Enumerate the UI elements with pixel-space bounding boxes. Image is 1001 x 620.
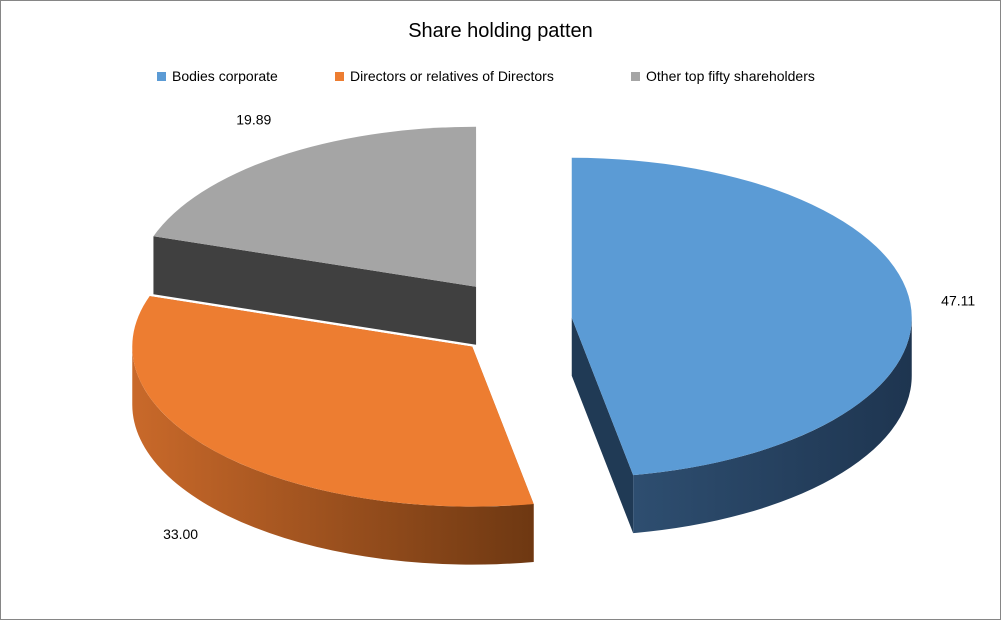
legend-label: Directors or relatives of Directors <box>350 68 554 84</box>
slice-side <box>633 317 912 534</box>
slice-wall <box>153 236 477 345</box>
data-label-directors-or-relatives-of-directors: 33.00 <box>163 526 198 542</box>
slice-top <box>153 126 477 287</box>
data-label-bodies-corporate: 47.11 <box>941 293 975 309</box>
data-label-other-top-fifty-shareholders: 19.89 <box>236 112 271 128</box>
chart-title: Share holding patten <box>408 20 593 42</box>
pie-slice-directors-or-relatives-of-directors <box>132 296 534 565</box>
slice-top <box>132 296 534 507</box>
legend-label: Other top fifty shareholders <box>646 68 815 84</box>
pie-slice-bodies-corporate <box>571 157 912 534</box>
legend-swatch <box>157 71 166 81</box>
pie-slice-other-top-fifty-shareholders <box>153 126 477 345</box>
legend-item-other-top-fifty: Other top fifty shareholders <box>631 68 815 84</box>
legend-swatch <box>631 71 640 81</box>
slice-top <box>571 157 912 476</box>
slice-side <box>132 346 534 565</box>
legend-swatch <box>335 71 344 81</box>
legend-item-directors: Directors or relatives of Directors <box>335 68 554 84</box>
legend-label: Bodies corporate <box>172 68 278 84</box>
legend-item-bodies-corporate: Bodies corporate <box>157 68 278 84</box>
slice-wall <box>571 317 634 534</box>
